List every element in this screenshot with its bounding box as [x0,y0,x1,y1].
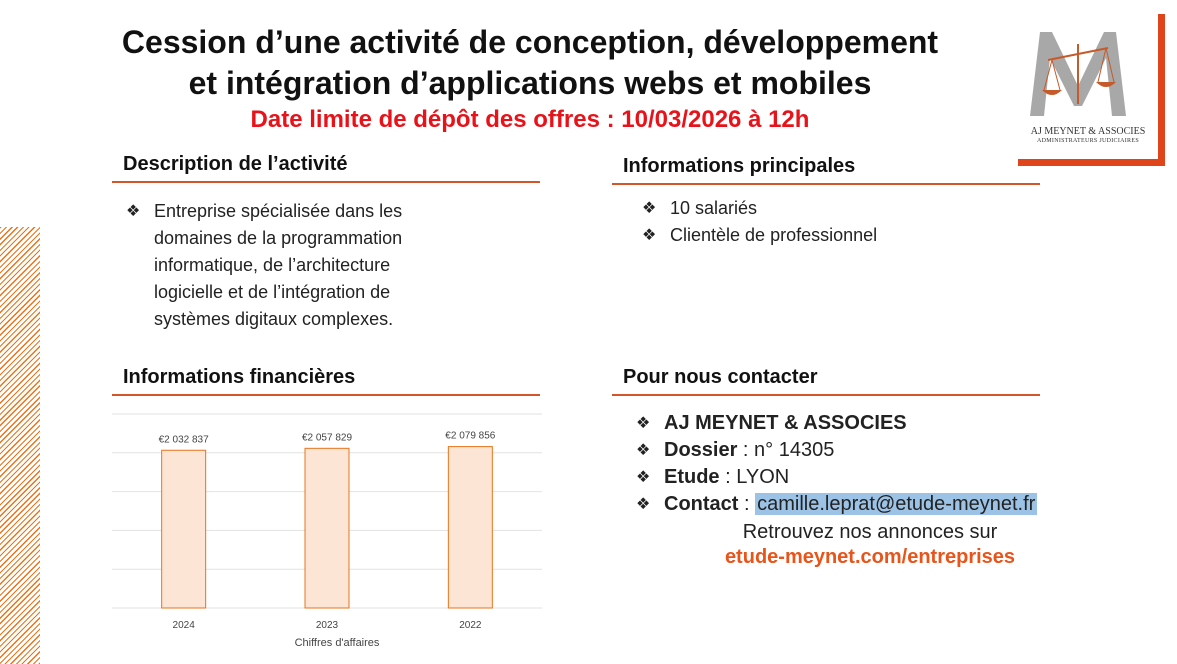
description-line: domaines de la programmation [154,228,403,248]
diamond-bullet-icon: ❖ [636,442,651,459]
contact-firm: ❖ AJ MEYNET & ASSOCIES [636,410,1037,437]
hatch-decoration [0,227,40,664]
description-line: systèmes digitaux complexes. [154,309,394,329]
description-line: logicielle et de l’intégration de [154,282,391,302]
diamond-bullet-icon: ❖ [126,203,141,220]
chart-bar [304,447,350,609]
chart-data-label: €2 032 837 [159,434,209,445]
chart-x-axis-label: Chiffres d'affaires [295,637,380,649]
chart-bar [447,446,493,609]
logo-frame-right [1158,14,1165,166]
chart-tick-label: 2022 [459,620,482,631]
contact-heading: Pour nous contacter [612,364,1040,396]
logo-name: AJ MEYNET & ASSOCIES [1030,126,1146,137]
logo-frame-bottom [1018,159,1165,166]
chart-bar [161,449,207,609]
revenue-chart-svg: €2 032 837 2024 €2 057 829 2023 €2 079 856 20… [112,413,542,649]
main-info-item: ❖ 10 salariés [642,195,1022,222]
main-info-item: ❖ Clientèle de professionnel [642,222,1022,249]
title-line-2: et intégration d’applications webs et mo… [188,65,872,101]
diamond-bullet-icon: ❖ [636,469,651,486]
deadline-text: Date limite de dépôt des offres : 10/03/… [250,106,810,133]
revenue-chart: €2 032 837 2024 €2 057 829 2023 €2 079 856 20… [112,406,542,652]
chart-tick-label: 2024 [173,620,196,631]
description-list: ❖ Entreprise spécialisée dans les domaine… [126,198,526,333]
description-line: informatique, de l’architecture [154,255,391,275]
description-heading: Description de l’activité [112,151,540,183]
page-title: Cession d’une activité de conception, dé… [40,22,1020,104]
scales-of-justice-icon [1030,32,1126,116]
chart-tick-label: 2023 [316,620,339,631]
financial-heading: Informations financières [112,364,540,396]
company-logo: AJ MEYNET & ASSOCIES ADMINISTRATEURS JUD… [1018,14,1166,166]
diamond-bullet-icon: ❖ [642,200,657,217]
main-info-heading: Informations principales [612,153,1040,185]
logo-subtitle: ADMINISTRATEURS JUDICIAIRES [1037,138,1139,144]
contact-list: ❖ AJ MEYNET & ASSOCIES ❖ Dossier : n° 1430… [636,410,1038,518]
main-info-list: ❖ 10 salariés ❖ Clientèle de professionnel [642,195,1022,249]
contact-etude: ❖ Etude : LYON [636,464,1037,491]
contact-dossier: ❖ Dossier : n° 14305 [636,437,1037,464]
title-line-1: Cession d’une activité de conception, dé… [121,24,939,60]
website-link[interactable]: etude-meynet.com/entreprises [724,546,1016,568]
contact-person: ❖ Contact : camille.leprat@etude-meynet.f… [636,491,1038,518]
contact-email-link[interactable]: camille.leprat@etude-meynet.fr [755,493,1038,515]
description-item: ❖ Entreprise spécialisée dans les [126,198,526,225]
chart-data-label: €2 079 856 [445,431,495,442]
diamond-bullet-icon: ❖ [636,415,651,432]
retrouvez-text: Retrouvez nos annonces sur [742,521,998,543]
diamond-bullet-icon: ❖ [642,227,657,244]
chart-data-label: €2 057 829 [302,432,352,443]
diamond-bullet-icon: ❖ [636,496,651,513]
